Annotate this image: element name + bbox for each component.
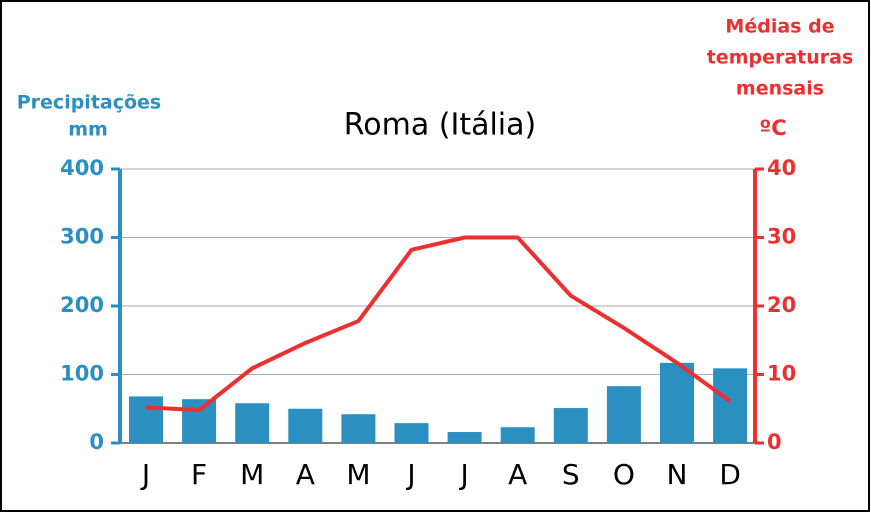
x-tick-label: O [613, 458, 635, 491]
y2-axis-label: Médias de [725, 16, 834, 38]
y-axis-label: Precipitações [17, 92, 162, 114]
x-tick-label: F [191, 458, 207, 491]
y-tick-label: 0 [89, 430, 104, 454]
y-tick-label: 100 [60, 362, 104, 386]
x-tick-label: A [508, 458, 527, 491]
bar [235, 403, 270, 443]
bar [341, 414, 376, 443]
temperature-line [145, 235, 732, 413]
y-axis-label: mm [68, 119, 108, 141]
chart-title: Roma (Itália) [344, 108, 536, 143]
x-tick-label: J [458, 458, 468, 491]
x-tick-label: M [346, 458, 370, 491]
y2-tick-label: 10 [767, 362, 796, 386]
x-tick-label: J [140, 458, 150, 491]
bar [394, 423, 429, 443]
y2-tick-label: 40 [767, 156, 796, 180]
y2-tick-label: 30 [767, 225, 796, 249]
y2-tick-label: 20 [767, 293, 796, 317]
bar [606, 386, 641, 443]
x-tick-label: A [296, 458, 315, 491]
x-tick-label: D [719, 458, 741, 491]
bar [182, 399, 217, 443]
x-tick-label: N [667, 458, 688, 491]
x-tick-label: J [405, 458, 415, 491]
y2-unit: ºC [759, 116, 786, 140]
bar [288, 408, 323, 443]
bar [660, 362, 694, 443]
x-tick-label: S [562, 458, 580, 491]
y-tick-label: 200 [60, 293, 104, 317]
bar [447, 432, 482, 443]
y2-axis-label: mensais [736, 78, 824, 100]
y-tick-label: 300 [60, 225, 104, 249]
y-tick-label: 400 [60, 156, 104, 180]
y2-tick-label: 0 [767, 430, 782, 454]
bar [553, 408, 588, 443]
y2-axis-label: temperaturas [707, 47, 854, 69]
x-tick-label: M [240, 458, 264, 491]
bar [500, 427, 535, 443]
bar [129, 396, 163, 443]
bar [713, 368, 748, 443]
